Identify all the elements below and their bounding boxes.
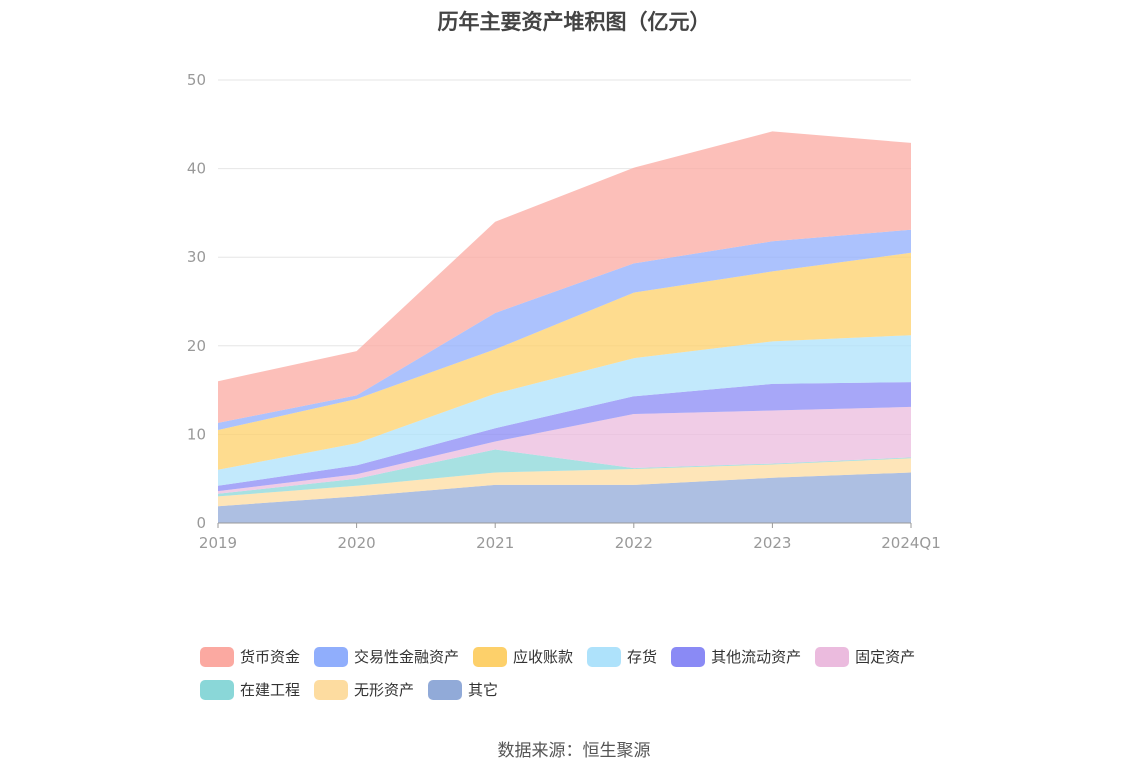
legend-label: 固定资产 bbox=[855, 648, 916, 666]
x-tick-label: 2022 bbox=[615, 534, 653, 552]
legend-swatch bbox=[314, 679, 349, 700]
legend-item[interactable]: 货币资金 bbox=[200, 646, 300, 667]
legend-swatch bbox=[671, 646, 706, 667]
x-tick-label: 2024Q1 bbox=[881, 534, 941, 552]
legend-item[interactable]: 存货 bbox=[587, 646, 657, 667]
area-series[interactable] bbox=[218, 229, 911, 430]
legend-swatch bbox=[473, 646, 508, 667]
area-series[interactable] bbox=[218, 472, 911, 524]
x-tick-label: 2023 bbox=[753, 534, 791, 552]
legend: 货币资金 交易性金融资产 应收账款 存货 其他流动资产 固定资产在建工程 无形资产 其它 bbox=[200, 640, 960, 706]
x-tick-label: 2019 bbox=[199, 534, 237, 552]
legend-swatch bbox=[815, 646, 850, 667]
y-tick-label: 50 bbox=[187, 71, 206, 89]
legend-swatch bbox=[428, 679, 463, 700]
chart-title: 历年主要资产堆积图（亿元） bbox=[437, 10, 711, 34]
legend-label: 其它 bbox=[468, 681, 499, 699]
y-tick-label: 40 bbox=[187, 160, 206, 178]
y-tick-label: 10 bbox=[187, 425, 206, 443]
legend-item[interactable]: 交易性金融资产 bbox=[314, 646, 459, 667]
legend-item[interactable]: 固定资产 bbox=[815, 646, 915, 667]
legend-swatch bbox=[200, 646, 234, 667]
legend-swatch bbox=[587, 646, 622, 667]
legend-label: 交易性金融资产 bbox=[354, 648, 460, 666]
legend-row: 货币资金 交易性金融资产 应收账款 存货 其他流动资产 固定资产 bbox=[200, 640, 960, 673]
legend-item[interactable]: 其他流动资产 bbox=[671, 646, 801, 667]
legend-item[interactable]: 无形资产 bbox=[314, 679, 414, 700]
area-series[interactable] bbox=[218, 382, 911, 492]
x-tick-label: 2020 bbox=[338, 534, 376, 552]
legend-swatch bbox=[314, 646, 349, 667]
area-layer bbox=[218, 131, 911, 523]
area-series[interactable] bbox=[218, 406, 911, 494]
legend-row: 在建工程 无形资产 其它 bbox=[200, 673, 960, 706]
area-series[interactable] bbox=[218, 131, 911, 423]
legend-label: 存货 bbox=[627, 648, 658, 666]
data-source-note: 数据来源：恒生聚源 bbox=[497, 741, 651, 761]
y-tick-label: 20 bbox=[187, 337, 206, 355]
area-series[interactable] bbox=[218, 335, 911, 486]
legend-label: 应收账款 bbox=[513, 648, 574, 666]
legend-label: 在建工程 bbox=[240, 681, 301, 699]
y-tick-label: 0 bbox=[196, 514, 206, 532]
legend-item[interactable]: 应收账款 bbox=[473, 646, 573, 667]
area-series[interactable] bbox=[218, 252, 911, 470]
legend-label: 其他流动资产 bbox=[711, 648, 802, 666]
legend-item[interactable]: 其它 bbox=[428, 679, 498, 700]
area-series[interactable] bbox=[218, 458, 911, 507]
stacked-area-chart: 0 10 20 30 40 50 2019 2020 2021 2022 2023 2024Q1 bbox=[187, 71, 941, 552]
axis-layer: 0 10 20 30 40 50 2019 2020 2021 2022 2023 2024Q1 bbox=[187, 71, 941, 552]
legend-swatch bbox=[200, 679, 234, 700]
legend-item[interactable]: 在建工程 bbox=[200, 679, 300, 700]
legend-label: 无形资产 bbox=[354, 681, 415, 699]
x-tick-label: 2021 bbox=[476, 534, 514, 552]
area-series[interactable] bbox=[218, 449, 911, 497]
legend-label: 货币资金 bbox=[240, 648, 301, 666]
y-tick-label: 30 bbox=[187, 248, 206, 266]
